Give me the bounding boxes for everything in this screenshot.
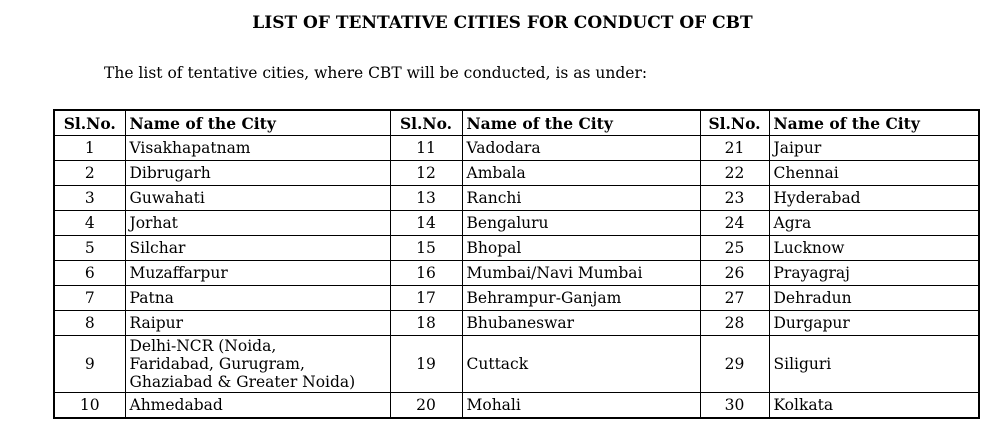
cell-slno: 29 (699, 335, 770, 393)
cell-slno: 19 (389, 335, 463, 393)
cell-city-name: Vadodara (461, 135, 701, 161)
header-city-3: Name of the City (768, 109, 980, 136)
cell-city-name: Lucknow (768, 235, 980, 261)
cities-table: Sl.No. Name of the City Sl.No. Name of t… (53, 109, 980, 419)
cell-slno: 14 (389, 210, 463, 236)
header-slno-2: Sl.No. (389, 109, 463, 136)
cell-slno: 11 (389, 135, 463, 161)
cell-slno: 20 (389, 392, 463, 419)
cell-slno: 6 (53, 260, 126, 286)
cell-slno: 1 (53, 135, 126, 161)
cell-city-name: Cuttack (461, 335, 701, 393)
cell-city-name: Bhopal (461, 235, 701, 261)
cell-slno: 28 (699, 310, 770, 336)
cell-city-name: Dibrugarh (124, 160, 391, 186)
cell-city-name: Agra (768, 210, 980, 236)
cell-slno: 8 (53, 310, 126, 336)
table-row: 7 Patna 17 Behrampur-Ganjam 27 Dehradun (53, 285, 980, 311)
table-row: 1 Visakhapatnam 11 Vadodara 21 Jaipur (53, 135, 980, 161)
table-header-row: Sl.No. Name of the City Sl.No. Name of t… (53, 109, 980, 136)
cell-city-name: Ambala (461, 160, 701, 186)
cell-city-name: Jorhat (124, 210, 391, 236)
cell-city-name: Ranchi (461, 185, 701, 211)
cell-slno: 7 (53, 285, 126, 311)
table-row: 5 Silchar 15 Bhopal 25 Lucknow (53, 235, 980, 261)
cell-city-name: Behrampur-Ganjam (461, 285, 701, 311)
table-row: 3 Guwahati 13 Ranchi 23 Hyderabad (53, 185, 980, 211)
cell-city-name: Mohali (461, 392, 701, 419)
cell-city-name: Jaipur (768, 135, 980, 161)
table-row: 9 Delhi-NCR (Noida, Faridabad, Gurugram, … (53, 335, 980, 393)
header-slno-3: Sl.No. (699, 109, 770, 136)
cell-city-name: Ahmedabad (124, 392, 391, 419)
cell-slno: 23 (699, 185, 770, 211)
cell-slno: 15 (389, 235, 463, 261)
cell-slno: 30 (699, 392, 770, 419)
cell-slno: 12 (389, 160, 463, 186)
cell-city-name: Durgapur (768, 310, 980, 336)
intro-text: The list of tentative cities, where CBT … (104, 64, 648, 82)
cell-slno: 27 (699, 285, 770, 311)
header-city-1: Name of the City (124, 109, 391, 136)
cell-city-name: Mumbai/Navi Mumbai (461, 260, 701, 286)
cell-city-name: Guwahati (124, 185, 391, 211)
cell-slno: 21 (699, 135, 770, 161)
cell-city-name: Siliguri (768, 335, 980, 393)
cell-city-name: Kolkata (768, 392, 980, 419)
cell-city-name: Silchar (124, 235, 391, 261)
table-row: 2 Dibrugarh 12 Ambala 22 Chennai (53, 160, 980, 186)
cell-city-name: Patna (124, 285, 391, 311)
cell-slno: 22 (699, 160, 770, 186)
city-table-body: 1 Visakhapatnam 11 Vadodara 21 Jaipur 2 Dibruga… (53, 135, 980, 419)
cell-slno: 25 (699, 235, 770, 261)
cell-city-name: Prayagraj (768, 260, 980, 286)
cell-city-name: Visakhapatnam (124, 135, 391, 161)
cell-slno: 9 (53, 335, 126, 393)
cell-city-name: Muzaffarpur (124, 260, 391, 286)
page-title: LIST OF TENTATIVE CITIES FOR CONDUCT OF … (252, 13, 753, 33)
cell-slno: 5 (53, 235, 126, 261)
table-row: 10 Ahmedabad 20 Mohali 30 Kolkata (53, 392, 980, 419)
cell-city-name: Bengaluru (461, 210, 701, 236)
cell-slno: 18 (389, 310, 463, 336)
cell-slno: 24 (699, 210, 770, 236)
cell-slno: 17 (389, 285, 463, 311)
cell-slno: 16 (389, 260, 463, 286)
cell-city-name: Hyderabad (768, 185, 980, 211)
table-row: 8 Raipur 18 Bhubaneswar 28 Durgapur (53, 310, 980, 336)
cell-city-name: Delhi-NCR (Noida, Faridabad, Gurugram, G… (124, 335, 391, 393)
table-row: 4 Jorhat 14 Bengaluru 24 Agra (53, 210, 980, 236)
cell-slno: 3 (53, 185, 126, 211)
cell-city-name: Raipur (124, 310, 391, 336)
header-city-2: Name of the City (461, 109, 701, 136)
cell-city-name: Bhubaneswar (461, 310, 701, 336)
cell-city-name: Dehradun (768, 285, 980, 311)
cell-slno: 4 (53, 210, 126, 236)
cell-slno: 26 (699, 260, 770, 286)
cell-slno: 10 (53, 392, 126, 419)
cell-city-name: Chennai (768, 160, 980, 186)
cell-slno: 13 (389, 185, 463, 211)
table-row: 6 Muzaffarpur 16 Mumbai/Navi Mumbai 26 Prayag… (53, 260, 980, 286)
header-slno-1: Sl.No. (53, 109, 126, 136)
cell-slno: 2 (53, 160, 126, 186)
